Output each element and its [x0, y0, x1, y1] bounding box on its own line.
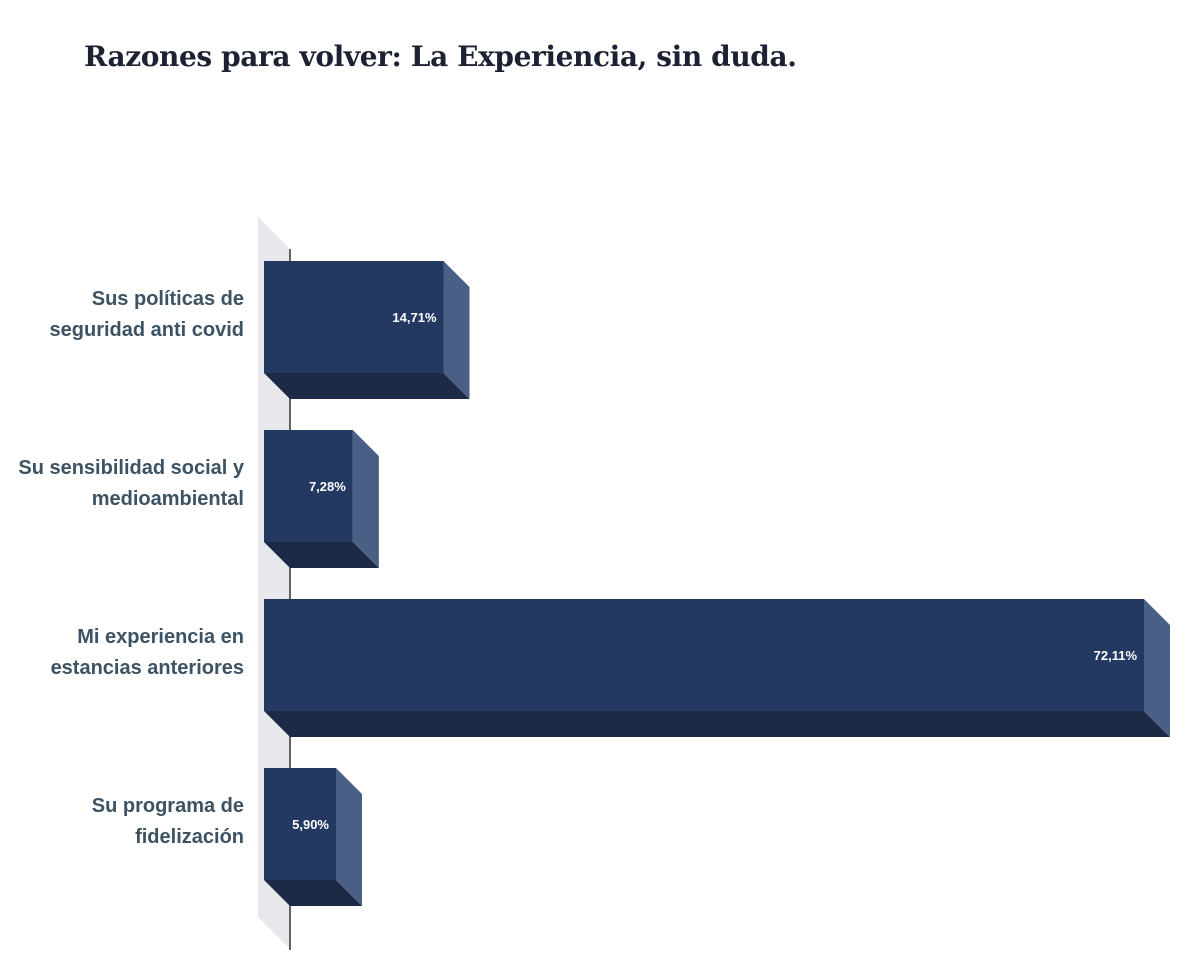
- bar-group: 5,90%: [264, 768, 363, 906]
- chart-wall: [258, 217, 290, 949]
- category-label: Mi experiencia en estancias anteriores: [51, 626, 244, 679]
- category-label: Su programa de fidelización: [92, 795, 244, 848]
- data-label: 14,71%: [392, 310, 437, 325]
- bar-bottom-face: [264, 542, 379, 568]
- category-label: Sus políticas de seguridad anti covid: [50, 288, 244, 341]
- data-label: 5,90%: [292, 817, 329, 832]
- bar: [264, 599, 1144, 711]
- category-label: Su sensibilidad social y medioambiental: [18, 457, 245, 510]
- category-label-line: seguridad anti covid: [50, 319, 244, 341]
- bar-side-face: [443, 261, 470, 399]
- page-title: Razones para volver: La Experiencia, sin…: [84, 40, 797, 73]
- data-label: 7,28%: [309, 479, 346, 494]
- bar-bottom-face: [264, 880, 363, 906]
- bar-side-face: [352, 430, 379, 568]
- bar-bottom-face: [264, 711, 1170, 737]
- category-label-line: Su sensibilidad social y: [18, 457, 245, 479]
- category-label-line: fidelización: [135, 826, 244, 848]
- bar: [264, 430, 353, 542]
- category-label-line: Mi experiencia en: [77, 626, 244, 648]
- bar-group: 14,71%: [264, 261, 470, 399]
- bar-side-face: [336, 768, 363, 906]
- bar: [264, 261, 444, 373]
- data-label: 72,11%: [1094, 648, 1138, 663]
- bar-group: 7,28%: [264, 430, 379, 568]
- bar-side-face: [1144, 599, 1170, 737]
- bar-group: 72,11%: [264, 599, 1170, 737]
- category-label-line: estancias anteriores: [51, 657, 244, 679]
- category-label-line: Sus políticas de: [92, 288, 244, 310]
- bar-bottom-face: [264, 373, 470, 399]
- bar: [264, 768, 337, 880]
- category-label-line: medioambiental: [92, 488, 244, 510]
- category-label-line: Su programa de: [92, 795, 244, 817]
